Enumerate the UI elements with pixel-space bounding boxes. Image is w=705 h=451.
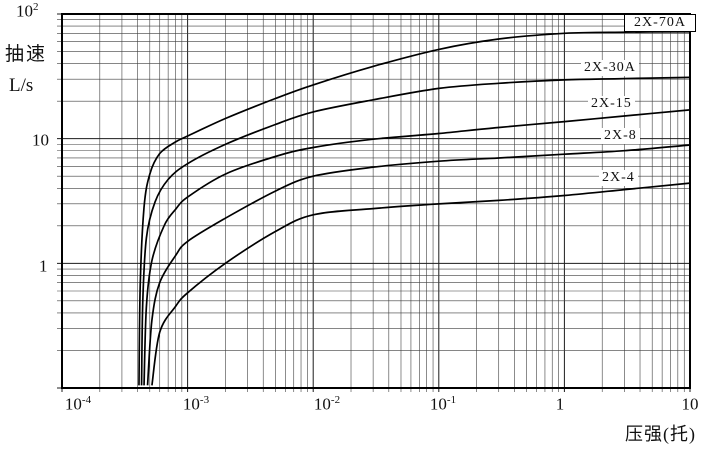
- y-axis-title-line1: 抽速: [5, 44, 48, 65]
- curve-label-2x-8: 2X-8: [601, 128, 640, 144]
- curve-label-2x-70a: 2X-70A: [624, 14, 696, 32]
- x-tick-10: 10: [681, 394, 699, 414]
- y-tick-100: 102: [16, 1, 39, 21]
- plot-frame: [61, 13, 691, 389]
- x-tick-1e-3: 10-3: [182, 394, 210, 414]
- pump-speed-curves: [138, 30, 690, 386]
- curve-2x-8: [146, 144, 690, 386]
- x-tick-1: 1: [555, 394, 565, 414]
- curve-label-2x-4: 2X-4: [599, 170, 638, 186]
- curve-2x-15: [143, 109, 690, 386]
- curve-2x-70a: [138, 30, 690, 386]
- y-tick-1: 1: [39, 256, 48, 276]
- curve-label-2x-15: 2X-15: [588, 96, 635, 112]
- x-tick-1e-4: 10-4: [64, 394, 92, 414]
- curve-2x-30a: [140, 76, 690, 386]
- y-tick-10: 10: [32, 130, 49, 150]
- x-tick-1e-1: 10-1: [429, 394, 457, 414]
- y-axis-title-line2: L/s: [9, 75, 34, 96]
- x-tick-1e-2: 10-2: [313, 394, 341, 414]
- curve-label-2x-30a: 2X-30A: [581, 60, 639, 76]
- x-axis-title: 压强(托): [625, 424, 696, 444]
- curve-2x-4: [151, 182, 690, 386]
